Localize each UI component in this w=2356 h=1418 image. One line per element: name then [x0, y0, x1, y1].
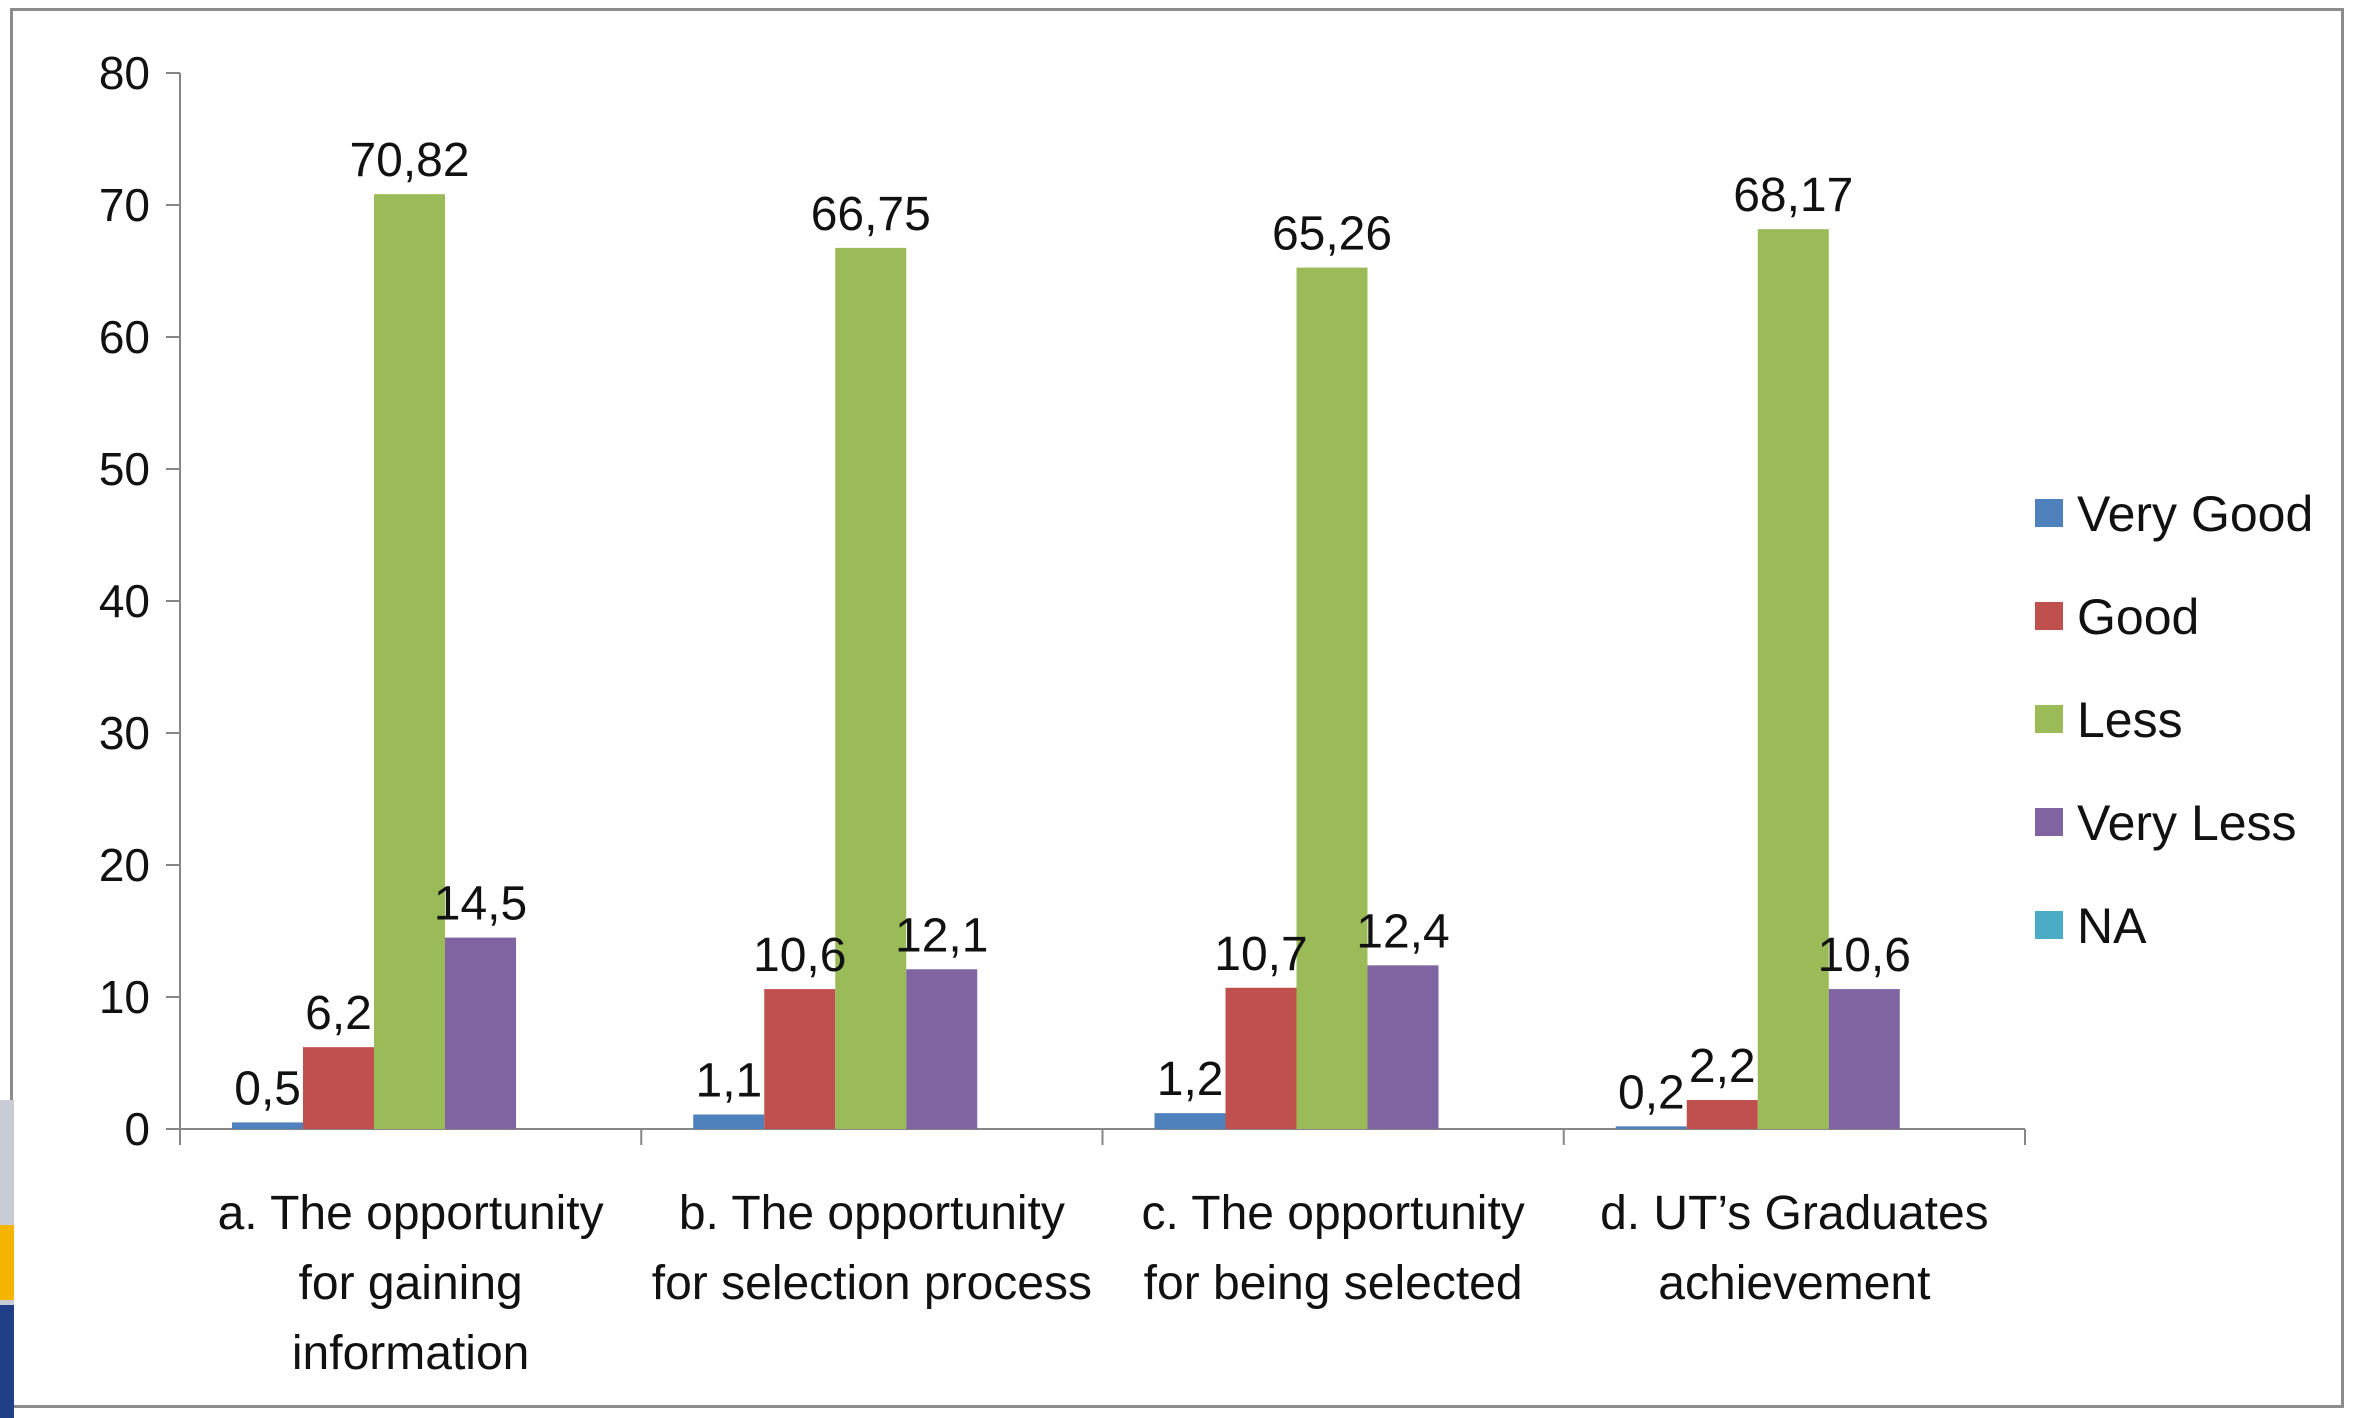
bar-chart: 0 10 20 30 40 50 60 70 80 a. The opportunity for g… [99, 47, 2313, 1380]
legend-label: Less [2077, 692, 2183, 748]
legend-label: NA [2077, 898, 2147, 954]
legend-swatch [2035, 705, 2063, 733]
y-tick-label: 20 [99, 839, 150, 891]
bar [1154, 1113, 1226, 1129]
bar [445, 937, 516, 1129]
data-label: 10,6 [753, 929, 846, 982]
data-label: 0,5 [234, 1062, 301, 1115]
data-label: 70,82 [349, 134, 469, 187]
bar [1296, 267, 1368, 1129]
bar [693, 1114, 765, 1129]
data-label: 6,2 [305, 987, 372, 1040]
y-tick-label: 0 [124, 1103, 150, 1155]
slide-decoration-yellow [0, 1225, 14, 1300]
y-tick-label: 10 [99, 971, 150, 1023]
bar [232, 1122, 303, 1129]
x-category-label: d. UT’s Graduates achievement [1600, 1187, 1989, 1310]
data-label: 68,17 [1733, 169, 1853, 222]
bar [764, 989, 836, 1129]
data-label: 2,2 [1689, 1040, 1756, 1093]
bar [835, 247, 907, 1129]
bar [1615, 1126, 1687, 1129]
y-tick-label: 80 [99, 47, 150, 99]
chart-frame: 0 10 20 30 40 50 60 70 80 a. The opportunity for g… [10, 8, 2344, 1408]
data-label: 66,75 [811, 188, 931, 241]
legend-label: Very Good [2077, 486, 2313, 542]
legend-swatch [2035, 911, 2063, 939]
bar [906, 969, 978, 1129]
chart-bars [232, 194, 1900, 1129]
y-tick-label: 30 [99, 707, 150, 759]
bar [374, 194, 445, 1129]
y-tick-label: 40 [99, 575, 150, 627]
bar [1225, 987, 1297, 1129]
x-category-label: c. The opportunity for being selected [1141, 1187, 1524, 1310]
data-label: 1,2 [1157, 1053, 1224, 1106]
data-label: 0,2 [1618, 1066, 1685, 1119]
y-tick-label: 70 [99, 179, 150, 231]
data-label: 12,4 [1356, 905, 1449, 958]
bar [1686, 1099, 1758, 1129]
chart-legend: Very Good Good Less Very Less NA [2035, 486, 2313, 954]
data-label: 12,1 [895, 909, 988, 962]
data-label: 65,26 [1272, 208, 1392, 261]
slide-decoration-blue [0, 1305, 14, 1418]
data-label: 14,5 [434, 878, 527, 931]
data-label: 10,7 [1214, 928, 1307, 981]
legend-swatch [2035, 499, 2063, 527]
x-category-label: a. The opportunity for gaining information [218, 1187, 604, 1380]
data-label: 10,6 [1818, 929, 1911, 982]
legend-label: Good [2077, 589, 2199, 645]
legend-label: Very Less [2077, 795, 2297, 851]
bar [1367, 965, 1439, 1129]
y-tick-label: 60 [99, 311, 150, 363]
chart-data-labels: 0,5 1,1 1,2 0,2 6,2 10,6 10,7 2,2 70,82 66,75 65,2… [234, 134, 1911, 1119]
legend-swatch [2035, 808, 2063, 836]
y-tick-label: 50 [99, 443, 150, 495]
bar [303, 1047, 374, 1129]
data-label: 1,1 [696, 1054, 763, 1107]
bar [1828, 989, 1900, 1129]
bar [1757, 229, 1829, 1129]
legend-swatch [2035, 602, 2063, 630]
x-category-label: b. The opportunity for selection process [652, 1187, 1092, 1310]
